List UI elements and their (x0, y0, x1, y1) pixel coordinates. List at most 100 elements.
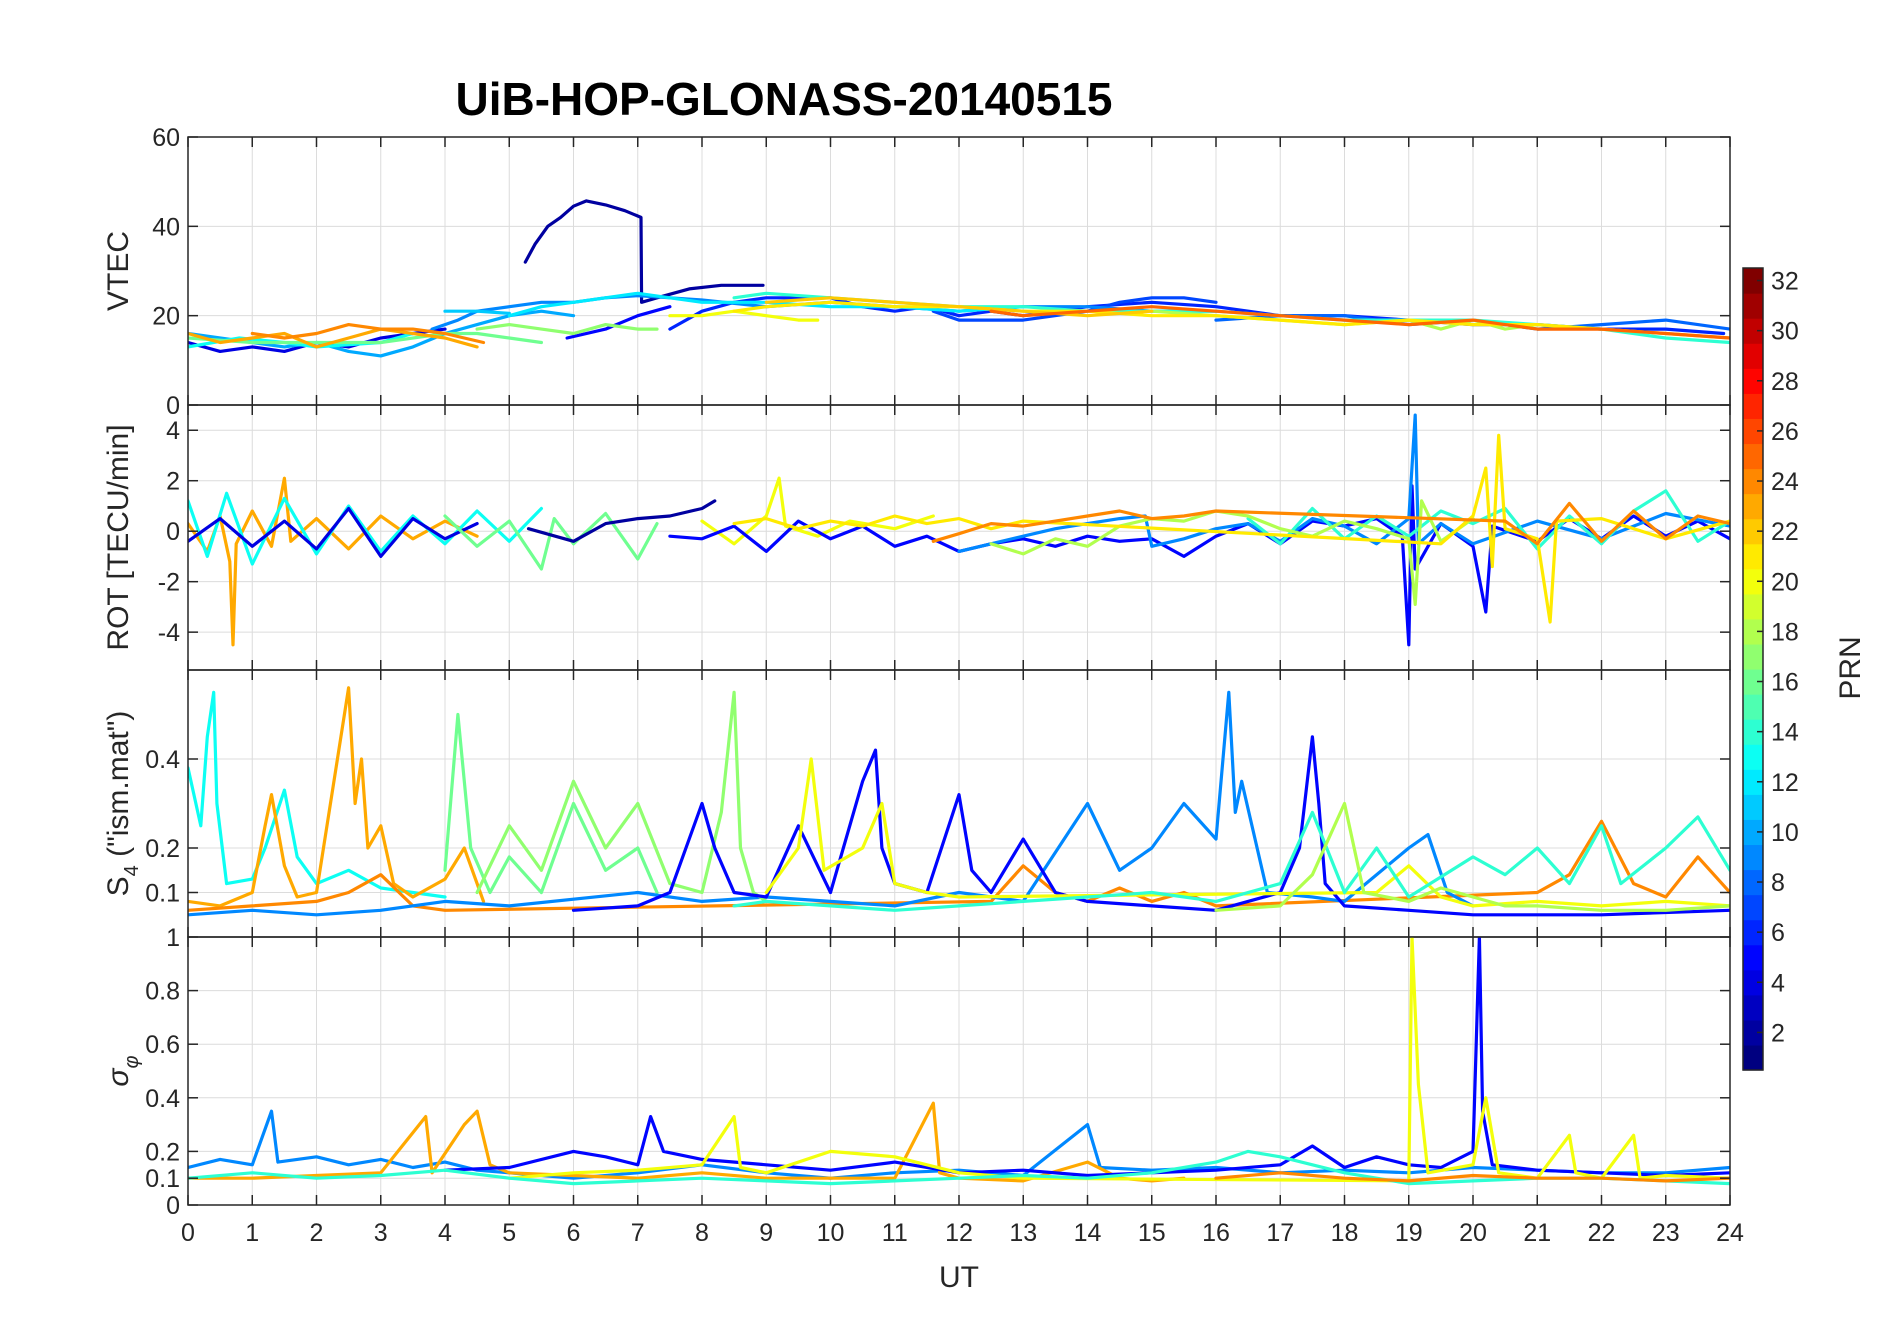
trace-prn-22 (764, 296, 1154, 318)
colorbar-cell (1743, 669, 1763, 695)
grid (187, 405, 1731, 670)
colorbar-cell (1743, 794, 1763, 820)
y-tick-label: 20 (152, 303, 180, 331)
y-tick-label: 1 (166, 924, 180, 952)
x-tick-label: 21 (1523, 1219, 1551, 1247)
y-tick-label: 0.4 (145, 1085, 180, 1113)
y-tick-label: 0.8 (145, 978, 180, 1006)
colorbar-cell (1743, 844, 1763, 871)
y-tick-label: 2 (166, 468, 180, 496)
trace-prn-14 (188, 1149, 1730, 1186)
trace-prn-17 (475, 690, 768, 903)
y-tick-label: 0.6 (145, 1031, 180, 1059)
colorbar-cell (1743, 1019, 1763, 1046)
trace-prn-9 (188, 690, 1475, 917)
x-tick-label: 0 (181, 1219, 195, 1247)
x-tick-label: 23 (1652, 1219, 1680, 1247)
colorbar-cell (1743, 543, 1763, 570)
trace-prn-5 (668, 484, 1730, 647)
trace-prn-24 (1214, 1171, 1730, 1183)
x-tick-label: 19 (1395, 1219, 1423, 1247)
colorbar-cell (1743, 268, 1763, 294)
colorbar-tick-label: 20 (1771, 568, 1799, 596)
y-tick-label: 0.1 (145, 1165, 180, 1193)
colorbar-cell (1743, 568, 1763, 595)
x-tick-label: 11 (882, 1219, 908, 1247)
trace-prn-23 (188, 327, 479, 349)
trace-prn-20 (700, 476, 935, 546)
y-tick-label: 60 (152, 124, 180, 152)
colorbar-tick-label: 8 (1771, 869, 1785, 897)
x-tick-label: 17 (1266, 1219, 1294, 1247)
trace-prn-5 (565, 305, 672, 340)
x-tick-label: 2 (310, 1219, 324, 1247)
trace-prn-20 (764, 757, 1730, 908)
colorbar-cell (1743, 894, 1763, 921)
trace-prn-16 (443, 511, 659, 571)
y-axis-label-sigma: σφ (102, 1055, 143, 1086)
colorbar-tick-label: 10 (1771, 819, 1799, 847)
x-tick-label: 3 (374, 1219, 388, 1247)
y-tick-label: 0.4 (145, 746, 180, 774)
colorbar-cell (1743, 393, 1763, 419)
x-axis-label: UT (939, 1261, 979, 1294)
y-tick-label: 0.1 (145, 880, 180, 908)
x-axis: 0 1 2 3 4 5 6 7 8 9 10 11 12 13 14 15 16 17 18 19 20 21 22 23 24 (181, 1219, 1744, 1247)
trace-prn-16 (443, 712, 659, 895)
colorbar-tick-label: 18 (1771, 618, 1799, 646)
colorbar-cell (1743, 293, 1763, 319)
y-tick-label: 0 (166, 518, 180, 546)
trace-prn-24 (931, 501, 1730, 546)
series-group (188, 686, 1730, 917)
x-tick-label: 18 (1331, 1219, 1359, 1247)
x-tick-label: 20 (1459, 1219, 1487, 1247)
colorbar-cell (1743, 468, 1763, 495)
trace-prn-21 (732, 433, 1730, 624)
x-tick-label: 9 (759, 1219, 773, 1247)
y-tick-label: 0.2 (145, 1138, 180, 1166)
trace-prn-18 (1214, 801, 1730, 912)
colorbar-cell (1743, 869, 1763, 896)
colorbar-tick-label: 24 (1771, 468, 1799, 496)
x-tick-label: 15 (1138, 1219, 1166, 1247)
series-group (188, 937, 1730, 1186)
x-tick-label: 24 (1716, 1219, 1744, 1247)
colorbar-tick-label: 28 (1771, 368, 1799, 396)
series-group (188, 199, 1730, 358)
trace-prn-5 (571, 735, 1730, 917)
panel-vtec: 0 20 40 60 VTEC (102, 124, 1731, 420)
colorbar-cell (1743, 618, 1763, 645)
colorbar-cell (1743, 719, 1763, 745)
y-tick-label: -4 (158, 619, 180, 647)
trace-prn-5 (443, 937, 1730, 1178)
colorbar-tick-label: 2 (1771, 1019, 1785, 1047)
grid (187, 136, 1731, 406)
colorbar-cell (1743, 744, 1763, 770)
colorbar-tick-label: 26 (1771, 418, 1799, 446)
chart-title: UiB-HOP-GLONASS-20140515 (456, 73, 1113, 125)
colorbar-tick-label: 12 (1771, 769, 1799, 797)
colorbar-cell (1743, 969, 1763, 996)
trace-prn-9 (188, 1109, 1730, 1180)
x-tick-label: 4 (438, 1219, 452, 1247)
trace-prn-11 (443, 309, 511, 315)
trace-prn-13 (188, 491, 543, 566)
trace-prn-25 (989, 305, 1730, 340)
x-tick-label: 7 (631, 1219, 645, 1247)
colorbar-tick-label: 4 (1771, 969, 1785, 997)
colorbar-cell (1743, 643, 1763, 670)
colorbar-tick-label: 6 (1771, 919, 1785, 947)
y-tick-label: -2 (158, 569, 180, 597)
colorbar-frame (1742, 267, 1764, 1071)
colorbar-tick-label: 22 (1771, 518, 1799, 546)
trace-prn-20 (668, 309, 820, 322)
x-tick-label: 12 (945, 1219, 973, 1247)
colorbar-cell (1743, 1044, 1763, 1071)
colorbar-cell (1743, 443, 1763, 470)
colorbar-cell (1743, 343, 1763, 369)
x-tick-label: 1 (245, 1219, 259, 1247)
colorbar-tick-label: 16 (1771, 669, 1799, 697)
